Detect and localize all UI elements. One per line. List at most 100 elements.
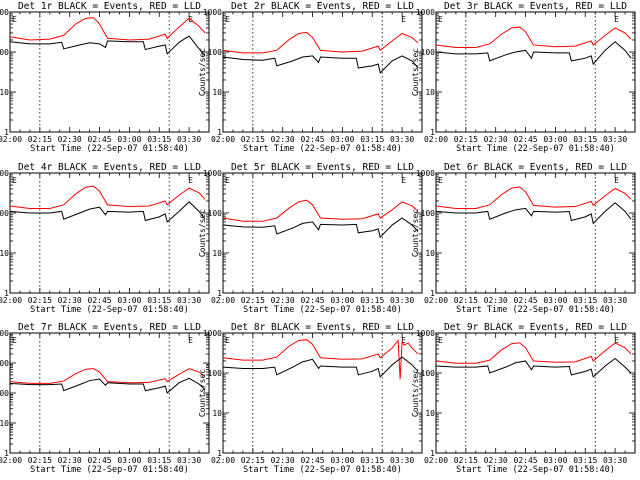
x-tick-label: 03:30 <box>177 135 201 144</box>
x-tick-label: 03:00 <box>330 456 354 465</box>
chart-title: Det 7r BLACK = Events, RED = LLD <box>18 322 201 333</box>
series-lld-line <box>222 199 419 222</box>
x-tick-label: 03:00 <box>117 456 141 465</box>
panel-det-8: Det 8r BLACK = Events, RED = LLD 1 10 100 10… <box>198 322 423 475</box>
annotation-left: E <box>12 176 17 185</box>
x-tick-label: 02:45 <box>88 456 112 465</box>
chart-title: Det 3r BLACK = Events, RED = LLD <box>444 1 627 12</box>
series-events-line <box>222 217 419 239</box>
y-tick-label: 1 <box>430 128 435 137</box>
y-tick-label: 1 <box>4 449 9 458</box>
y-tick-label: 100 <box>208 48 223 57</box>
panel-det-7: Det 7r BLACK = Events, RED = LLD 1 10 100 10… <box>0 322 210 475</box>
series-lld-line <box>9 368 206 384</box>
x-tick-label: 03:30 <box>390 456 414 465</box>
panel-det-6: Det 6r BLACK = Events, RED = LLD 1 10 100 10… <box>411 162 636 315</box>
y-tick-label: 10 <box>212 409 222 418</box>
annotation: E <box>614 15 619 24</box>
x-tick-label: 03:15 <box>573 296 597 305</box>
x-tick-label: 02:00 <box>211 135 235 144</box>
x-tick-label: 02:30 <box>271 296 295 305</box>
x-tick-label: 02:45 <box>301 296 325 305</box>
x-tick-label: 02:45 <box>514 296 538 305</box>
series-events-line <box>435 41 632 66</box>
x-axis-label: Start Time (22-Sep-07 01:58:40) <box>243 305 402 315</box>
chart-title: Det 9r BLACK = Events, RED = LLD <box>444 322 627 333</box>
series-events-line <box>435 357 632 378</box>
x-tick-label: 02:30 <box>484 296 508 305</box>
y-tick-label: 100 <box>421 209 436 218</box>
x-tick-label: 02:30 <box>271 135 295 144</box>
x-tick-label: 03:15 <box>573 456 597 465</box>
x-tick-label: 02:00 <box>0 296 22 305</box>
x-tick-label: 03:30 <box>177 456 201 465</box>
annotation-left: E <box>438 176 443 185</box>
series-events-line <box>222 55 419 74</box>
y-tick-label: 1000 <box>203 169 222 178</box>
y-tick-label: 100 <box>0 389 9 398</box>
panel-det-4: Det 4r BLACK = Events, RED = LLD 1 10 100 10… <box>0 162 210 315</box>
x-axis-label: Start Time (22-Sep-07 01:58:40) <box>30 465 189 475</box>
y-tick-label: 10 <box>0 88 9 97</box>
x-tick-label: 02:00 <box>424 296 448 305</box>
x-tick-label: 02:00 <box>0 456 22 465</box>
y-tick-label: 10 <box>0 249 9 258</box>
series-events-line <box>9 201 206 223</box>
x-axis-label: Start Time (22-Sep-07 01:58:40) <box>243 144 402 154</box>
x-axis-label: Start Time (22-Sep-07 01:58:40) <box>456 465 615 475</box>
annotation: E <box>614 176 619 185</box>
x-tick-label: 03:00 <box>330 135 354 144</box>
y-tick-label: 10 <box>425 88 435 97</box>
y-tick-label: 100 <box>0 48 9 57</box>
y-axis-label: Counts/sec <box>411 369 420 417</box>
x-tick-label: 03:15 <box>147 456 171 465</box>
annotation: E <box>614 336 619 345</box>
y-tick-label: 100 <box>421 48 436 57</box>
y-tick-label: 1000 <box>203 8 222 17</box>
x-tick-label: 03:15 <box>360 135 384 144</box>
x-tick-label: 03:30 <box>603 456 627 465</box>
y-tick-label: 100 <box>0 209 9 218</box>
series-lld-line <box>435 26 632 48</box>
series-lld-line <box>222 31 419 54</box>
x-tick-label: 03:00 <box>330 296 354 305</box>
series-events-line <box>9 377 206 394</box>
x-tick-label: 02:15 <box>28 135 52 144</box>
x-tick-label: 02:30 <box>484 135 508 144</box>
y-tick-label: 1 <box>430 449 435 458</box>
annotation-left: E <box>225 336 230 345</box>
chart-title: Det 5r BLACK = Events, RED = LLD <box>231 162 414 173</box>
series-lld-line <box>9 17 206 41</box>
x-tick-label: 02:00 <box>424 135 448 144</box>
x-tick-label: 02:30 <box>58 296 82 305</box>
series-lld-line <box>435 186 632 209</box>
annotation: E <box>401 176 406 185</box>
x-tick-label: 03:00 <box>543 296 567 305</box>
y-tick-label: 1000 <box>0 8 9 17</box>
y-tick-label: 10 <box>425 249 435 258</box>
x-tick-label: 02:15 <box>28 296 52 305</box>
series-events-line <box>222 356 419 378</box>
annotation: E <box>188 176 193 185</box>
y-tick-label: 100 <box>208 209 223 218</box>
x-tick-label: 03:30 <box>390 135 414 144</box>
x-tick-label: 03:00 <box>117 135 141 144</box>
x-tick-label: 02:30 <box>484 456 508 465</box>
x-tick-label: 03:15 <box>147 296 171 305</box>
annotation-left: E <box>225 15 230 24</box>
y-tick-label: 10 <box>0 419 9 428</box>
y-tick-label: 1 <box>217 449 222 458</box>
x-axis-label: Start Time (22-Sep-07 01:58:40) <box>30 144 189 154</box>
x-tick-label: 03:30 <box>390 296 414 305</box>
panel-det-3: Det 3r BLACK = Events, RED = LLD 1 10 100 10… <box>411 1 636 154</box>
y-tick-label: 1000 <box>416 329 435 338</box>
x-tick-label: 02:15 <box>241 296 265 305</box>
x-tick-label: 02:45 <box>301 456 325 465</box>
y-tick-label: 1 <box>4 128 9 137</box>
y-axis-label: Counts/sec <box>198 209 207 257</box>
chart-title: Det 8r BLACK = Events, RED = LLD <box>231 322 414 333</box>
y-tick-label: 1 <box>430 289 435 298</box>
panel-det-9: Det 9r BLACK = Events, RED = LLD 1 10 100 10… <box>411 322 636 475</box>
